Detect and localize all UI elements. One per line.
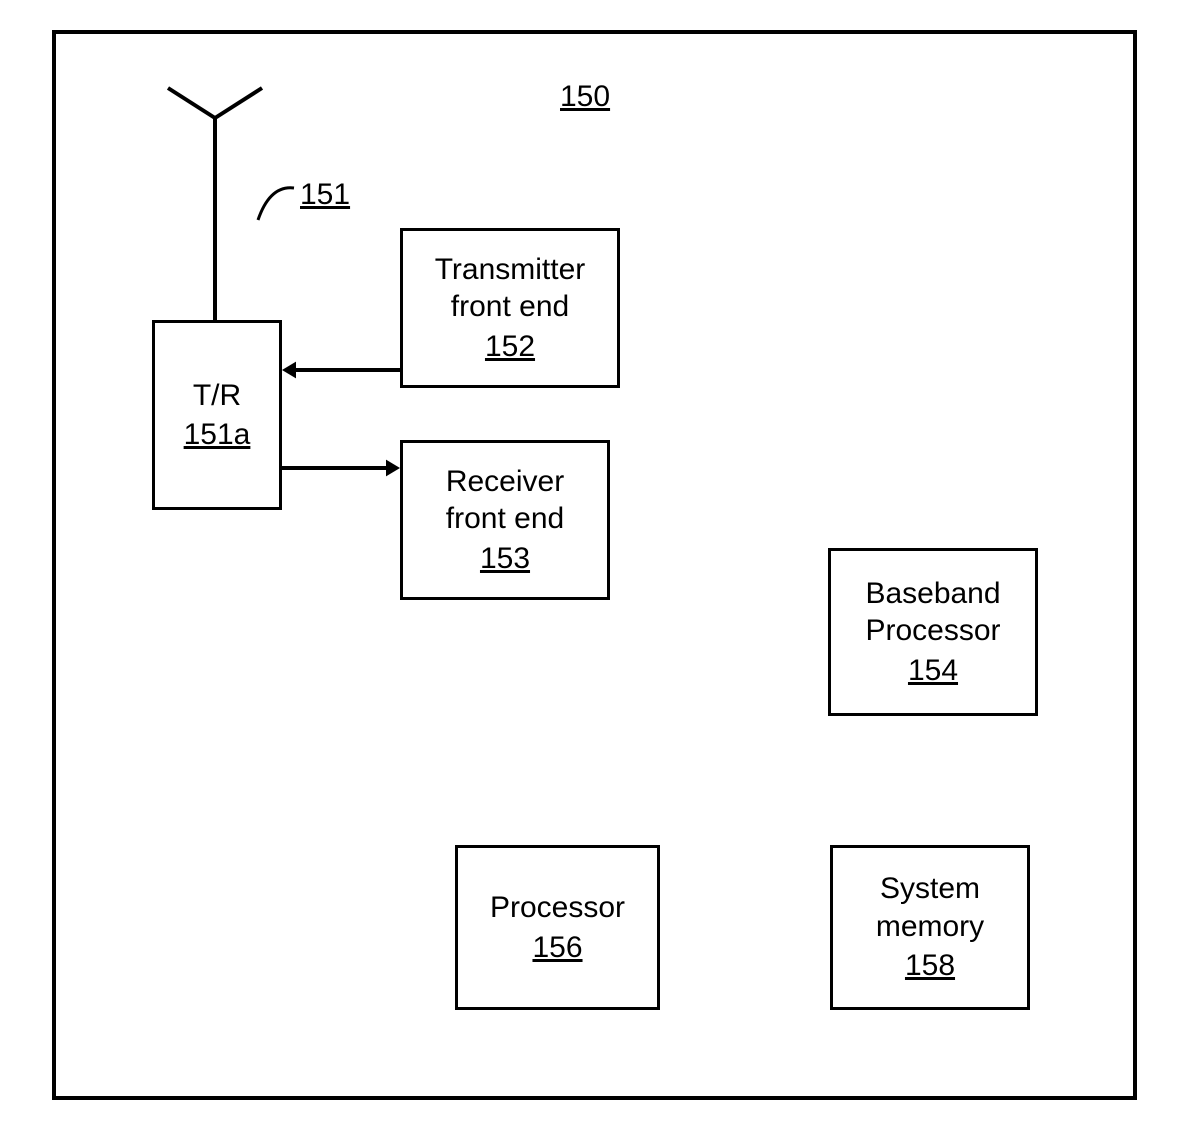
bb-ref: 154 [908,652,958,690]
receiver-front-end-block: Receiver front end 153 [400,440,610,600]
tr-switch-block: T/R 151a [152,320,282,510]
tx-ref: 152 [485,328,535,366]
rx-label-line1: Receiver [446,463,564,501]
system-memory-block: System memory 158 [830,845,1030,1010]
tr-label: T/R [193,377,241,415]
tx-label-line1: Transmitter [435,251,586,289]
bb-label-line2: Processor [865,612,1000,650]
rx-label-line2: front end [446,500,564,538]
baseband-processor-block: Baseband Processor 154 [828,548,1038,716]
tx-label-line2: front end [451,288,569,326]
rx-ref: 153 [480,540,530,578]
transmitter-front-end-block: Transmitter front end 152 [400,228,620,388]
processor-block: Processor 156 [455,845,660,1010]
system-ref: 150 [560,80,610,114]
proc-ref: 156 [532,929,582,967]
antenna-ref: 151 [300,178,350,212]
mem-label-line1: System [880,870,980,908]
mem-ref: 158 [905,947,955,985]
tr-ref: 151a [184,416,251,454]
mem-label-line2: memory [876,908,984,946]
diagram-canvas: 150 T/R 151a Transmitter front end 152 R… [0,0,1179,1125]
proc-label: Processor [490,889,625,927]
bb-label-line1: Baseband [865,575,1000,613]
